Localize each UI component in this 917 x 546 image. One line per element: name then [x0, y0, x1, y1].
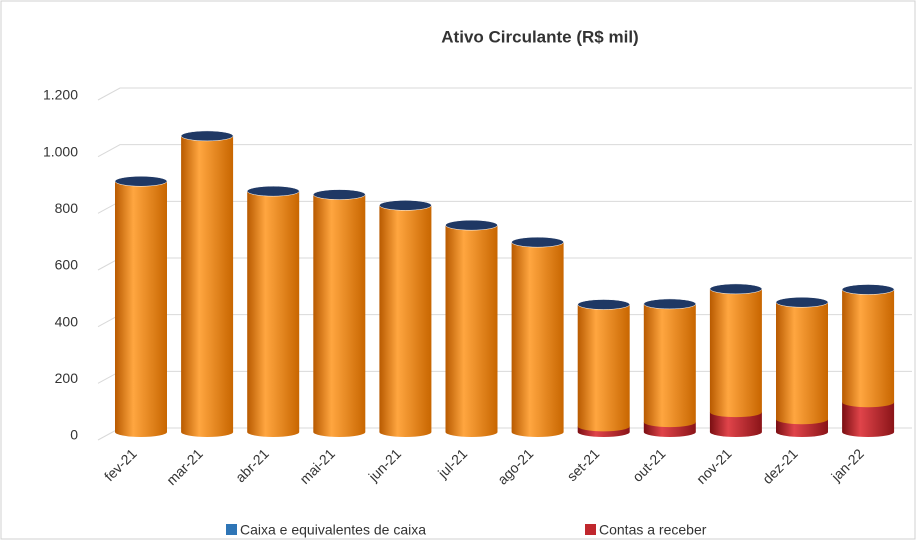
bar-segment [776, 302, 828, 425]
y-tick-label: 600 [55, 257, 79, 273]
bar-cap [511, 236, 564, 248]
bar-cap [775, 296, 829, 308]
bar-segment [842, 289, 895, 408]
y-tick-label: 1.200 [43, 87, 78, 103]
y-tick-label: 400 [55, 313, 79, 329]
bar-segment [115, 181, 167, 437]
bar-segment [445, 225, 498, 437]
y-tick-label: 0 [70, 427, 78, 443]
bar-cap [313, 189, 366, 200]
legend-swatch [226, 524, 237, 535]
bar-segment [313, 194, 366, 437]
bar-segment [577, 304, 630, 432]
bar-segment [643, 303, 696, 428]
bar-segment [181, 135, 234, 437]
bar-cap [114, 176, 168, 187]
bar-cap [180, 130, 234, 142]
grid-line [97, 87, 912, 101]
y-tick-label: 200 [55, 370, 79, 386]
bar-cap [643, 298, 697, 310]
legend-swatch [585, 524, 596, 535]
bar-cap [246, 185, 300, 197]
bar-cap [709, 283, 763, 295]
bar-segment [247, 191, 300, 437]
legend-label: Caixa e equivalentes de caixa [240, 522, 426, 538]
bar-segment [709, 288, 762, 418]
bar-segment [511, 242, 564, 437]
bar-cap [379, 200, 432, 211]
chart-title: Ativo Circulante (R$ mil) [441, 27, 638, 46]
y-tick-label: 800 [55, 200, 79, 216]
bar-segment [709, 412, 762, 437]
bar-segment [776, 419, 828, 437]
y-tick-label: 1.000 [43, 143, 78, 159]
legend-label: Contas a receber [599, 522, 707, 538]
bar-segment [842, 402, 895, 437]
bar-cap [841, 284, 895, 295]
bar-cap [577, 299, 630, 310]
bar-segment [379, 205, 432, 437]
bar-cap [445, 219, 498, 231]
grid-line [97, 144, 912, 158]
